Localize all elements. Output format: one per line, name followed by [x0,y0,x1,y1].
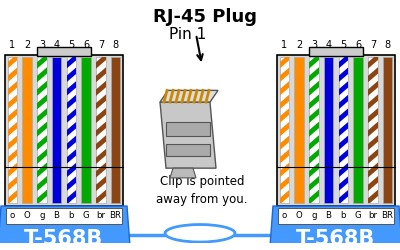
Text: br: br [368,211,377,220]
Polygon shape [160,102,216,168]
Bar [368,57,378,203]
Bar [309,57,319,203]
Text: 1: 1 [281,40,288,50]
Text: b: b [69,211,74,220]
Text: o: o [10,211,15,220]
Text: O: O [24,211,30,220]
Polygon shape [160,90,218,102]
Bar [280,57,289,203]
Bar [37,57,47,203]
Bar [277,56,395,206]
Bar [280,57,289,203]
Text: b: b [341,211,346,220]
Text: g: g [311,211,317,220]
Bar [166,122,210,136]
Bar [96,57,106,203]
Bar [67,57,76,203]
Text: 8: 8 [384,40,391,50]
Text: 1: 1 [9,40,16,50]
Bar [8,57,17,203]
Bar [324,57,333,203]
Bar [353,57,363,203]
Text: 3: 3 [311,40,317,50]
Bar [339,57,348,203]
Text: 4: 4 [326,40,332,50]
Text: 4: 4 [54,40,60,50]
Text: Pin 1: Pin 1 [169,27,207,42]
Text: g: g [39,211,45,220]
Bar [22,57,32,203]
Bar [96,57,106,203]
Text: T-568B: T-568B [24,229,104,249]
Text: br: br [96,211,105,220]
Polygon shape [0,206,131,250]
Text: G: G [83,211,90,220]
Bar [383,57,392,203]
Text: T-568B: T-568B [296,229,376,249]
Text: B: B [54,211,60,220]
Text: o: o [282,211,287,220]
Text: Clip is pointed
away from you.: Clip is pointed away from you. [156,175,248,206]
Ellipse shape [165,224,235,242]
Text: 6: 6 [83,40,89,50]
Text: 5: 5 [340,40,346,50]
Bar [5,56,123,206]
Text: BR: BR [382,211,394,220]
Bar [111,57,120,203]
Text: 5: 5 [68,40,74,50]
Bar [38,47,90,56]
Text: O: O [296,211,302,220]
Text: 7: 7 [98,40,104,50]
Bar [309,57,319,203]
Bar [339,57,348,203]
Text: B: B [326,211,332,220]
Text: 2: 2 [296,40,302,50]
Text: 2: 2 [24,40,30,50]
Text: BR: BR [110,211,122,220]
Bar [368,57,378,203]
Text: RJ-45 Plug: RJ-45 Plug [153,8,257,26]
Bar [294,57,304,203]
Bar [278,208,394,224]
Bar [166,144,210,156]
Text: G: G [355,211,362,220]
Text: 6: 6 [355,40,361,50]
Polygon shape [269,206,400,250]
Text: 7: 7 [370,40,376,50]
Bar [52,57,61,203]
Text: 8: 8 [112,40,119,50]
Bar [8,57,17,203]
Polygon shape [170,168,196,178]
Bar [6,208,122,224]
Bar [81,57,91,203]
Bar [37,57,47,203]
Bar [67,57,76,203]
Text: 3: 3 [39,40,45,50]
Bar [310,47,362,56]
